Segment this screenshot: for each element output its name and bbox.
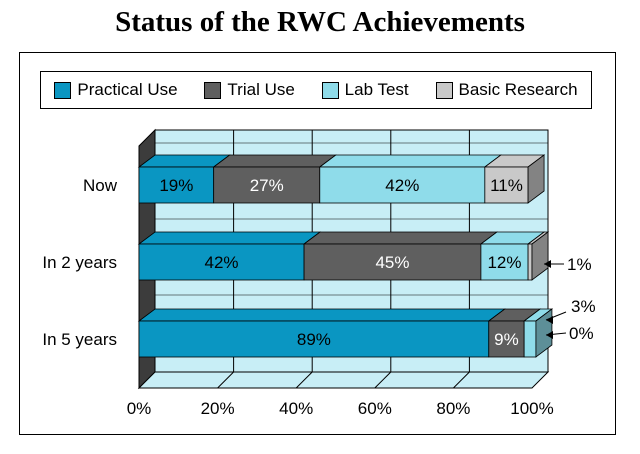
bar-value-label: 19% <box>159 176 193 195</box>
callout-basic-research-2-years-arrow <box>544 260 551 268</box>
legend-label-lab-test: Lab Test <box>344 80 409 99</box>
x-tick-label: 0% <box>127 399 152 418</box>
callout-basic-research-5-years: 0% <box>569 324 594 343</box>
category-label: In 2 years <box>42 253 117 272</box>
x-tick-label: 40% <box>279 399 313 418</box>
bar-side-face <box>527 154 545 204</box>
floor-gridline <box>374 371 392 389</box>
bar-top-face <box>302 231 499 245</box>
bar-value-label: 11% <box>490 176 523 195</box>
legend-item-practical-use: Practical Use <box>54 80 178 100</box>
bar-top-face <box>137 308 506 322</box>
floor-gridline <box>295 371 313 389</box>
bar-top-face <box>212 154 337 168</box>
category-label: Now <box>83 176 118 195</box>
legend-label-basic-research: Basic Research <box>458 80 578 99</box>
bar-value-label: 42% <box>385 176 419 195</box>
x-tick-label: 60% <box>358 399 392 418</box>
bar-segment <box>138 243 305 281</box>
category-label: In 5 years <box>42 330 117 349</box>
callout-lab-test-5-years-arrow <box>546 316 553 324</box>
floor-gridline <box>453 371 470 389</box>
legend-swatch-basic-research <box>435 81 453 99</box>
bar-top-face <box>137 231 322 245</box>
bar-value-label: 27% <box>250 176 284 195</box>
bar-value-label: 42% <box>205 253 239 272</box>
callout-basic-research-2-years: 1% <box>567 255 592 274</box>
floor-gridline <box>217 371 234 389</box>
bar-segment <box>523 320 537 358</box>
legend-swatch-trial-use <box>204 81 222 99</box>
bar-segment <box>138 166 215 204</box>
x-axis-ticks: 0% 20% 40% 60% 80% 100% <box>127 399 554 418</box>
bar-value-label: 89% <box>297 330 331 349</box>
x-tick-label: 100% <box>510 399 553 418</box>
bar-segment <box>213 166 321 204</box>
legend-swatch-lab-test <box>321 81 339 99</box>
callout-lab-test-5-years: 3% <box>571 297 596 316</box>
bar-value-label: 45% <box>375 253 409 272</box>
bar-segment <box>480 243 529 281</box>
bar-side-face <box>531 231 549 281</box>
callout-basic-research-5-years-arrow <box>546 331 553 339</box>
legend-item-basic-research: Basic Research <box>435 80 578 100</box>
legend-swatch-practical-use <box>54 81 72 99</box>
bar-top-face <box>318 154 503 168</box>
bar-segment <box>138 320 490 358</box>
x-tick-label: 20% <box>201 399 235 418</box>
chart-title: Status of the RWC Achievements <box>115 6 525 38</box>
x-tick-label: 80% <box>436 399 470 418</box>
legend: Practical Use Trial Use Lab Test Basic R… <box>40 71 592 109</box>
legend-item-lab-test: Lab Test <box>321 80 409 100</box>
legend-label-practical-use: Practical Use <box>77 80 178 99</box>
legend-item-trial-use: Trial Use <box>204 80 295 100</box>
legend-label-trial-use: Trial Use <box>227 80 295 99</box>
bar-segment <box>527 243 533 281</box>
bar-segment <box>303 243 482 281</box>
bar-value-label: 12% <box>487 253 521 272</box>
bar-segment <box>319 166 486 204</box>
bar-value-label: 9% <box>494 330 519 349</box>
plot-floor <box>137 371 550 389</box>
